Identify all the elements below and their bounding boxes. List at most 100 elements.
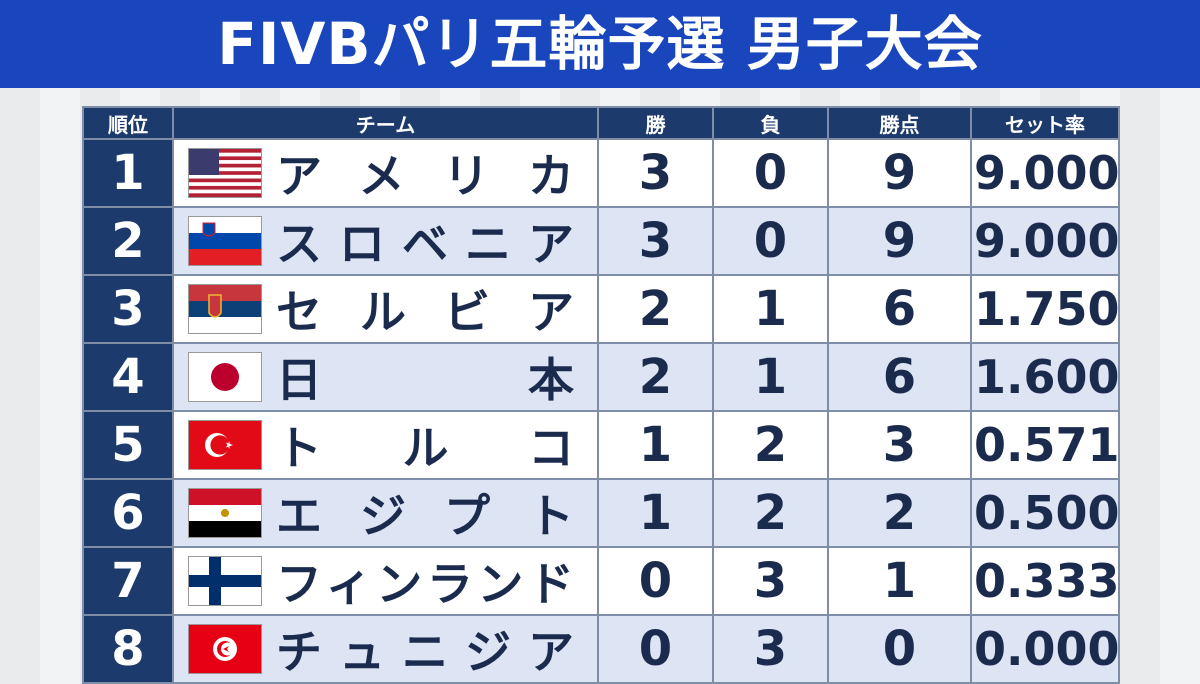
num-cell: 0 bbox=[712, 138, 829, 208]
flag-shape bbox=[189, 489, 261, 505]
num-cell: 0 bbox=[597, 614, 714, 684]
num-cell: 0 bbox=[827, 614, 972, 684]
num-cell: 1 bbox=[827, 546, 972, 616]
flag-shape bbox=[189, 521, 261, 537]
table-row: 6 エジプト 1 2 2 0.500 bbox=[82, 478, 1120, 548]
rank-cell: 7 bbox=[82, 546, 174, 616]
header-row: 順位 チーム勝負勝点 セット率 bbox=[82, 106, 1120, 140]
num-cell: 1 bbox=[597, 410, 714, 480]
flag-shape bbox=[189, 163, 261, 168]
rank-cell: 2 bbox=[82, 206, 174, 276]
ratio-cell: 0.333 bbox=[970, 546, 1120, 616]
flag-shape bbox=[189, 193, 261, 197]
table-row: 5 トルコ 1 2 3 0.571 bbox=[82, 410, 1120, 480]
team-name: セルビア bbox=[276, 285, 574, 339]
table-row: 7 フィンランド 0 3 1 0.333 bbox=[82, 546, 1120, 616]
table-row: 4 日本 2 1 6 1.600 bbox=[82, 342, 1120, 412]
flag-shape bbox=[189, 217, 261, 233]
flag bbox=[188, 420, 262, 470]
standings-table: 順位 チーム勝負勝点 セット率 1 アメリカ 3 0 9 9.000 2 スロベニア 3 0 9 9.00… bbox=[82, 106, 1120, 684]
flag-shape bbox=[221, 509, 229, 517]
ratio-cell: 1.750 bbox=[970, 274, 1120, 344]
num-cell: 2 bbox=[712, 478, 829, 548]
rank-cell: 3 bbox=[82, 274, 174, 344]
flag-shape bbox=[202, 222, 216, 237]
team-cell: 日本 bbox=[172, 342, 599, 412]
column-header: セット率 bbox=[970, 106, 1120, 140]
ratio-cell: 1.600 bbox=[970, 342, 1120, 412]
team-cell: トルコ bbox=[172, 410, 599, 480]
flag bbox=[188, 624, 262, 674]
flag bbox=[188, 148, 262, 198]
flag bbox=[188, 556, 262, 606]
rank-cell: 4 bbox=[82, 342, 174, 412]
ratio-cell: 9.000 bbox=[970, 206, 1120, 276]
flag-shape bbox=[221, 642, 234, 656]
rank-cell: 5 bbox=[82, 410, 174, 480]
flag-shape bbox=[189, 317, 261, 333]
flag-shape bbox=[189, 575, 261, 587]
ratio-cell: 9.000 bbox=[970, 138, 1120, 208]
flag-shape bbox=[189, 301, 261, 317]
team-cell: セルビア bbox=[172, 274, 599, 344]
ratio-cell: 0.500 bbox=[970, 478, 1120, 548]
flag-shape bbox=[210, 435, 230, 455]
num-cell: 1 bbox=[597, 478, 714, 548]
table-head: 順位 チーム勝負勝点 セット率 bbox=[82, 106, 1120, 140]
team-name: トルコ bbox=[276, 421, 574, 475]
num-cell: 2 bbox=[597, 274, 714, 344]
table-row: 1 アメリカ 3 0 9 9.000 bbox=[82, 138, 1120, 208]
team-cell: エジプト bbox=[172, 478, 599, 548]
num-cell: 3 bbox=[597, 138, 714, 208]
num-cell: 2 bbox=[712, 410, 829, 480]
flag bbox=[188, 488, 262, 538]
team-cell: スロベニア bbox=[172, 206, 599, 276]
flag-shape bbox=[189, 249, 261, 265]
num-cell: 3 bbox=[827, 410, 972, 480]
ratio-cell: 0.000 bbox=[970, 614, 1120, 684]
num-cell: 6 bbox=[827, 342, 972, 412]
column-header: 勝点 bbox=[827, 106, 972, 140]
column-header: 順位 bbox=[82, 106, 174, 140]
team-name: アメリカ bbox=[276, 149, 574, 203]
flag bbox=[188, 284, 262, 334]
flag-shape bbox=[208, 294, 222, 318]
flag-shape bbox=[189, 233, 261, 249]
ratio-cell: 0.571 bbox=[970, 410, 1120, 480]
column-header: チーム bbox=[172, 106, 599, 140]
num-cell: 6 bbox=[827, 274, 972, 344]
table-body: 1 アメリカ 3 0 9 9.000 2 スロベニア 3 0 9 9.000 3 セルビア 2 1 6 1.750… bbox=[82, 138, 1120, 684]
team-name: フィンランド bbox=[276, 557, 574, 611]
flag-shape bbox=[211, 363, 239, 391]
team-cell: アメリカ bbox=[172, 138, 599, 208]
rank-cell: 1 bbox=[82, 138, 174, 208]
flag-shape bbox=[189, 156, 261, 161]
num-cell: 3 bbox=[712, 546, 829, 616]
num-cell: 2 bbox=[827, 478, 972, 548]
num-cell: 1 bbox=[712, 274, 829, 344]
table-row: 2 スロベニア 3 0 9 9.000 bbox=[82, 206, 1120, 276]
num-cell: 1 bbox=[712, 342, 829, 412]
column-header: 負 bbox=[712, 106, 829, 140]
flag bbox=[188, 216, 262, 266]
team-name: 日本 bbox=[276, 353, 574, 407]
num-cell: 9 bbox=[827, 138, 972, 208]
rank-cell: 8 bbox=[82, 614, 174, 684]
flag-shape bbox=[226, 441, 233, 449]
column-header: 勝 bbox=[597, 106, 714, 140]
team-cell: チュニジア bbox=[172, 614, 599, 684]
num-cell: 2 bbox=[597, 342, 714, 412]
team-cell: フィンランド bbox=[172, 546, 599, 616]
num-cell: 3 bbox=[597, 206, 714, 276]
team-name: スロベニア bbox=[276, 217, 574, 271]
flag-shape bbox=[189, 149, 261, 153]
flag bbox=[188, 352, 262, 402]
flag-shape bbox=[189, 285, 261, 301]
team-name: チュニジア bbox=[276, 625, 574, 679]
flag-shape bbox=[189, 149, 219, 175]
num-cell: 0 bbox=[597, 546, 714, 616]
flag-shape bbox=[189, 185, 261, 190]
num-cell: 0 bbox=[712, 206, 829, 276]
table-row: 8 チュニジア 0 3 0 0.000 bbox=[82, 614, 1120, 684]
